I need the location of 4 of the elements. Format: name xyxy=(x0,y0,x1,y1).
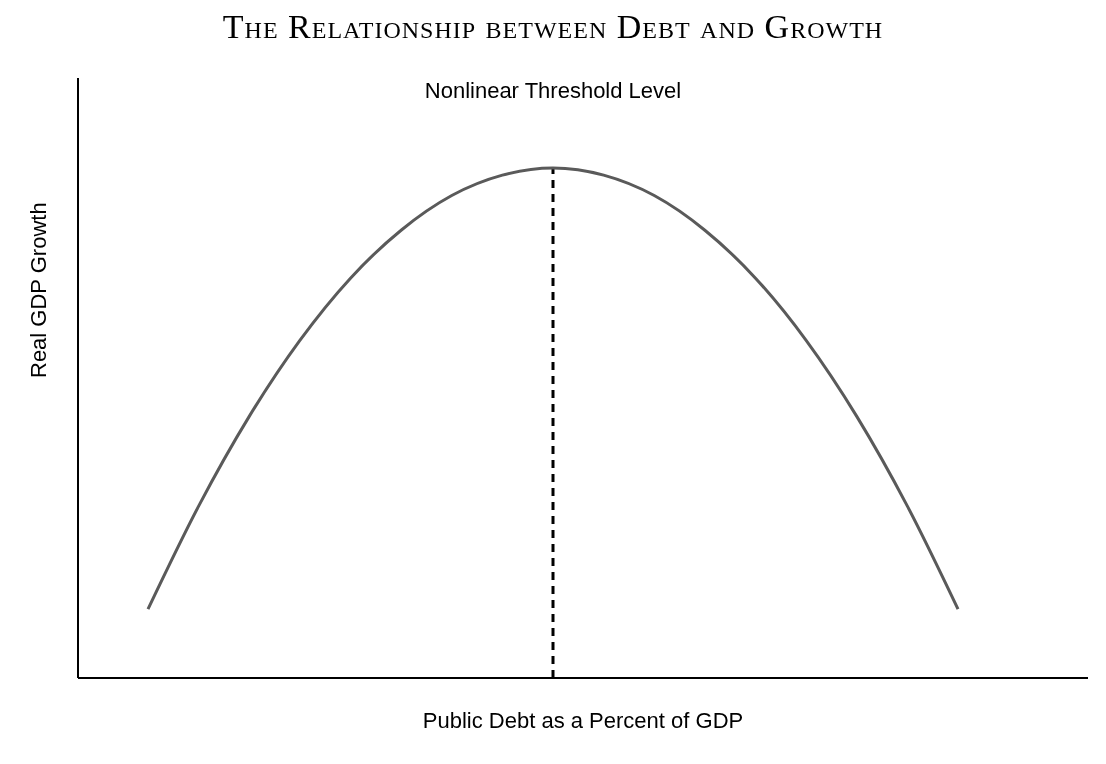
x-axis-title: Public Debt as a Percent of GDP xyxy=(422,708,744,733)
chart-title: The Relationship between Debt and Growth xyxy=(221,8,885,47)
text: Nonlinear Threshold Level xyxy=(424,78,682,103)
y-axis-title: Real GDP Growth xyxy=(25,202,51,378)
